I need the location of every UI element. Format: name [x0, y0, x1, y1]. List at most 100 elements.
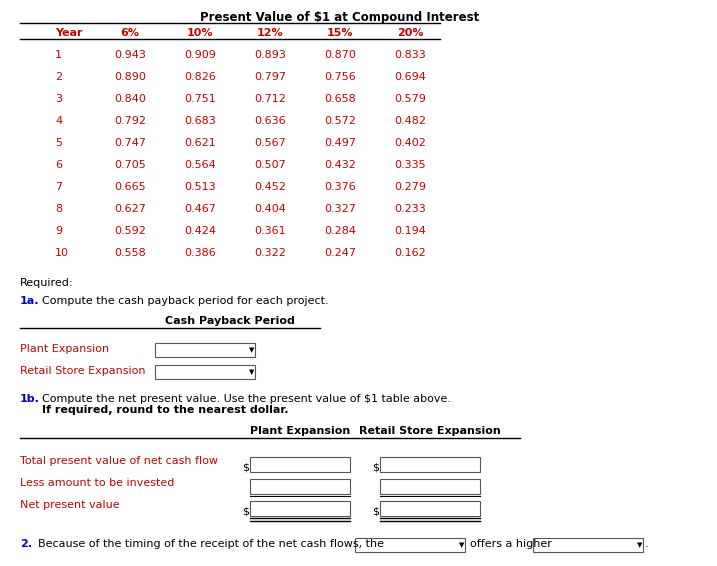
Text: 0.665: 0.665: [114, 182, 146, 192]
Text: 0.194: 0.194: [394, 226, 426, 236]
Text: 0.279: 0.279: [394, 182, 426, 192]
Text: 0.247: 0.247: [324, 248, 356, 258]
Text: 0.361: 0.361: [255, 226, 286, 236]
Text: 0.683: 0.683: [184, 116, 216, 126]
FancyBboxPatch shape: [380, 457, 480, 472]
Text: 6%: 6%: [120, 28, 140, 38]
Text: 1b.: 1b.: [20, 394, 40, 404]
Text: 20%: 20%: [397, 28, 423, 38]
Text: 0.162: 0.162: [394, 248, 426, 258]
Text: 1a.: 1a.: [20, 296, 39, 306]
Text: 0.404: 0.404: [254, 204, 286, 214]
FancyBboxPatch shape: [155, 343, 255, 357]
Text: 0.756: 0.756: [324, 72, 356, 82]
Text: 0.513: 0.513: [184, 182, 216, 192]
Text: $: $: [242, 462, 249, 472]
Text: 0.751: 0.751: [184, 94, 216, 104]
Text: Because of the timing of the receipt of the net cash flows, the: Because of the timing of the receipt of …: [38, 539, 384, 549]
Text: 0.567: 0.567: [254, 138, 286, 148]
Text: 0.909: 0.909: [184, 50, 216, 60]
Text: 0.826: 0.826: [184, 72, 216, 82]
Text: 1: 1: [55, 50, 62, 60]
Text: 0.482: 0.482: [394, 116, 426, 126]
Text: Year: Year: [55, 28, 82, 38]
Text: If required, round to the nearest dollar.: If required, round to the nearest dollar…: [42, 405, 288, 415]
Text: Retail Store Expansion: Retail Store Expansion: [359, 426, 501, 436]
Text: .: .: [645, 539, 649, 549]
Text: 0.592: 0.592: [114, 226, 146, 236]
Text: 0.327: 0.327: [324, 204, 356, 214]
Text: 0.621: 0.621: [184, 138, 216, 148]
Text: 9: 9: [55, 226, 62, 236]
Text: 10%: 10%: [186, 28, 213, 38]
Text: 0.572: 0.572: [324, 116, 356, 126]
Text: 0.497: 0.497: [324, 138, 356, 148]
FancyBboxPatch shape: [155, 365, 255, 379]
Text: 0.467: 0.467: [184, 204, 216, 214]
FancyBboxPatch shape: [380, 501, 480, 516]
Text: 2: 2: [55, 72, 62, 82]
Text: 6: 6: [55, 160, 62, 170]
Text: 0.322: 0.322: [254, 248, 286, 258]
FancyBboxPatch shape: [533, 538, 643, 552]
Text: 0.376: 0.376: [324, 182, 356, 192]
Text: 0.507: 0.507: [254, 160, 286, 170]
Text: Total present value of net cash flow: Total present value of net cash flow: [20, 456, 218, 466]
Text: 0.424: 0.424: [184, 226, 216, 236]
Text: Plant Expansion: Plant Expansion: [250, 426, 350, 436]
Text: Less amount to be invested: Less amount to be invested: [20, 478, 174, 488]
Text: $: $: [242, 506, 249, 516]
Text: Required:: Required:: [20, 278, 74, 288]
Text: 0.792: 0.792: [114, 116, 146, 126]
Text: 4: 4: [55, 116, 62, 126]
Text: 0.840: 0.840: [114, 94, 146, 104]
Text: 0.284: 0.284: [324, 226, 356, 236]
Text: 0.870: 0.870: [324, 50, 356, 60]
Text: 0.402: 0.402: [394, 138, 426, 148]
Text: offers a higher: offers a higher: [470, 539, 552, 549]
Text: 10: 10: [55, 248, 69, 258]
Text: 0.386: 0.386: [184, 248, 216, 258]
Text: 5: 5: [55, 138, 62, 148]
Text: Plant Expansion: Plant Expansion: [20, 344, 109, 354]
FancyBboxPatch shape: [250, 479, 350, 494]
Text: Compute the net present value. Use the present value of $1 table above.: Compute the net present value. Use the p…: [42, 394, 451, 404]
Text: 0.658: 0.658: [324, 94, 356, 104]
Text: Cash Payback Period: Cash Payback Period: [165, 316, 295, 326]
Text: 0.705: 0.705: [114, 160, 146, 170]
Text: 3: 3: [55, 94, 62, 104]
Text: 0.893: 0.893: [254, 50, 286, 60]
Text: 0.943: 0.943: [114, 50, 146, 60]
Text: Compute the cash payback period for each project.: Compute the cash payback period for each…: [42, 296, 328, 306]
Text: ▼: ▼: [249, 347, 255, 353]
Text: 7: 7: [55, 182, 62, 192]
Text: 0.452: 0.452: [254, 182, 286, 192]
Text: 0.747: 0.747: [114, 138, 146, 148]
Text: 0.627: 0.627: [114, 204, 146, 214]
Text: ▼: ▼: [459, 542, 465, 548]
FancyBboxPatch shape: [250, 457, 350, 472]
Text: 0.579: 0.579: [394, 94, 426, 104]
Text: 0.636: 0.636: [255, 116, 286, 126]
Text: 0.233: 0.233: [394, 204, 426, 214]
Text: 0.890: 0.890: [114, 72, 146, 82]
FancyBboxPatch shape: [250, 501, 350, 516]
Text: 0.833: 0.833: [394, 50, 426, 60]
Text: 8: 8: [55, 204, 62, 214]
Text: ▼: ▼: [249, 369, 255, 375]
Text: 0.797: 0.797: [254, 72, 286, 82]
FancyBboxPatch shape: [380, 479, 480, 494]
Text: 2.: 2.: [20, 539, 32, 549]
Text: 0.564: 0.564: [184, 160, 216, 170]
Text: 0.694: 0.694: [394, 72, 426, 82]
Text: 15%: 15%: [327, 28, 353, 38]
Text: $: $: [372, 506, 379, 516]
Text: 0.335: 0.335: [394, 160, 426, 170]
Text: $: $: [372, 462, 379, 472]
Text: 0.712: 0.712: [254, 94, 286, 104]
Text: 0.558: 0.558: [114, 248, 146, 258]
Text: ▼: ▼: [637, 542, 642, 548]
Text: Net present value: Net present value: [20, 500, 120, 510]
Text: Retail Store Expansion: Retail Store Expansion: [20, 366, 146, 376]
Text: 0.432: 0.432: [324, 160, 356, 170]
